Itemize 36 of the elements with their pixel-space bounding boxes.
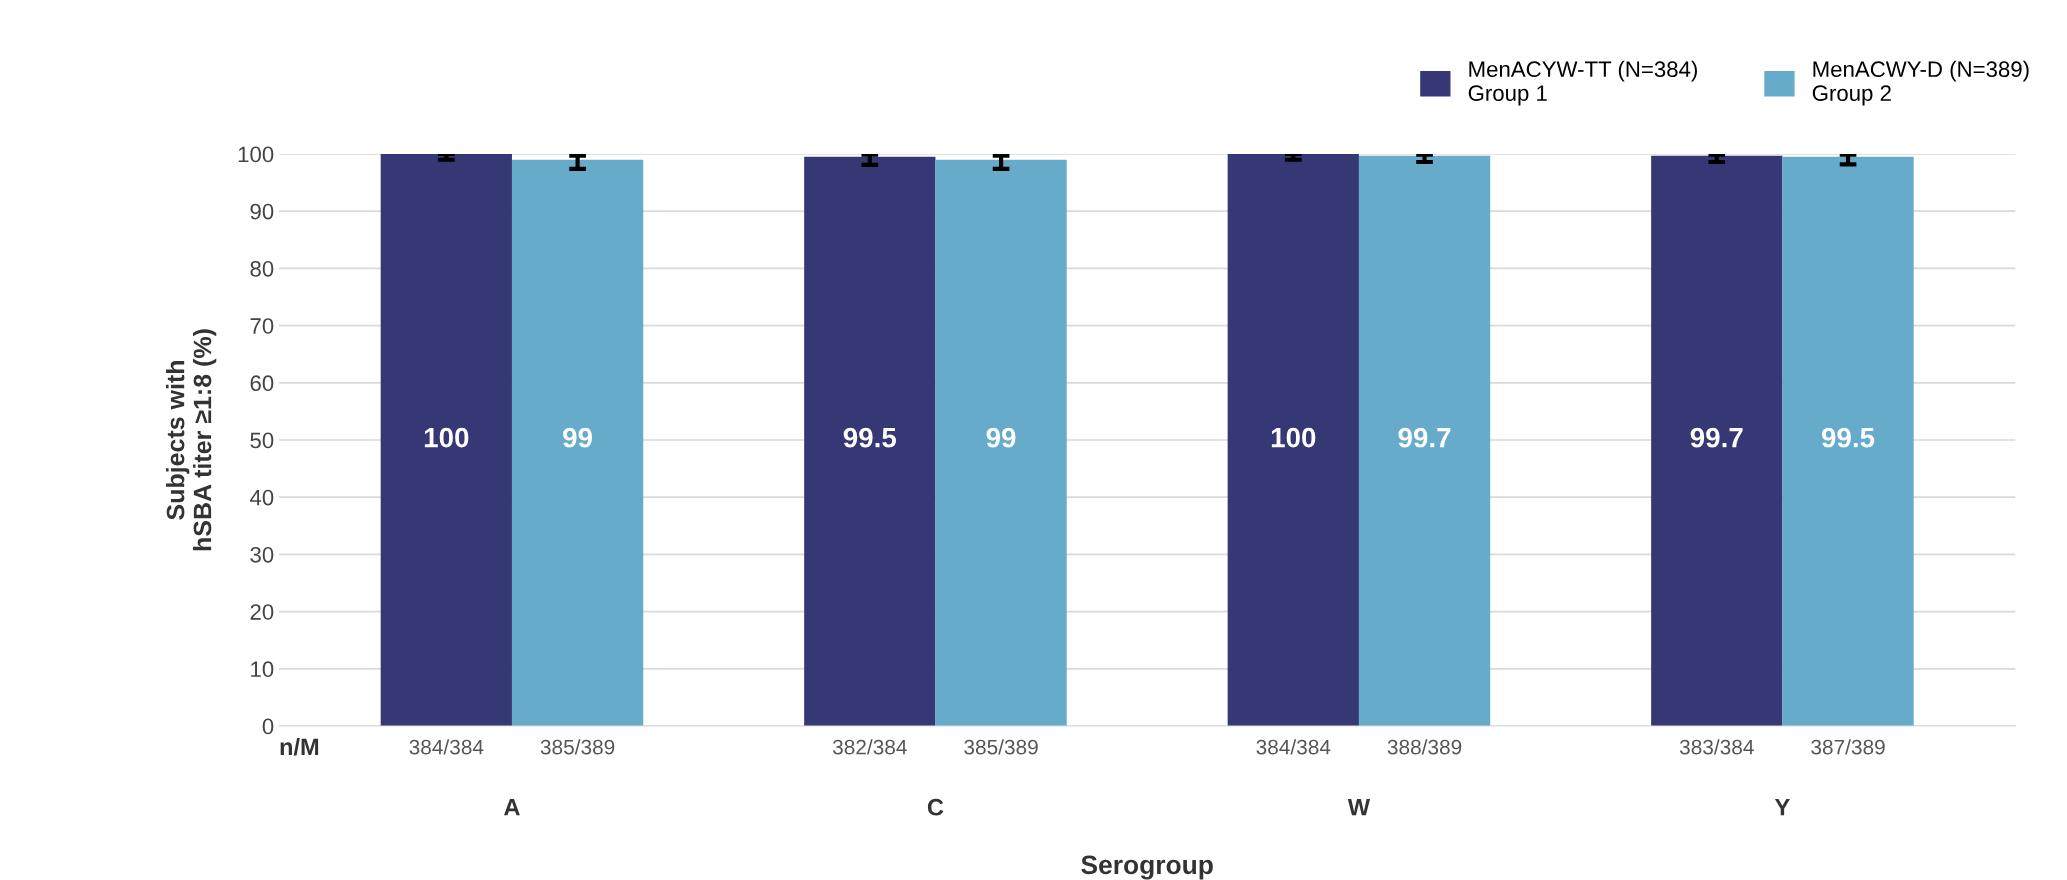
text: 387/389 <box>1811 739 1885 755</box>
y-tick-label: 60 <box>250 375 274 392</box>
text: 99.5 <box>843 427 897 448</box>
text: 100 <box>1271 427 1316 448</box>
x-axis-title: Serogroup <box>1081 855 1213 880</box>
y-tick-label: 80 <box>250 260 274 277</box>
text: 382/384 <box>832 739 907 755</box>
text: 99.5 <box>1821 427 1875 448</box>
text: 385/389 <box>540 739 615 755</box>
text: 99 <box>563 427 593 448</box>
x-tick-label: A <box>504 799 520 816</box>
text: 384/384 <box>1256 739 1331 755</box>
legend-label: MenACYW-TT (N=384) Group 1 <box>1468 60 1697 106</box>
x-tick-label: W <box>1347 799 1371 816</box>
text: 100 <box>424 427 469 448</box>
y-tick-label: 20 <box>250 604 274 620</box>
y-tick-label: 70 <box>250 318 274 334</box>
y-tick-label: 10 <box>251 661 274 678</box>
legend-label: MenACWY-D (N=389) Group 2 <box>1812 60 2029 106</box>
x-tick-label: C <box>927 798 944 816</box>
y-axis-title: Subjects with hSBA titer ≥1:8 (%) <box>166 329 217 551</box>
text: 388/389 <box>1387 739 1462 755</box>
text: n/M <box>280 737 319 756</box>
text: 99.7 <box>1398 427 1451 448</box>
y-tick-label: 30 <box>250 546 274 563</box>
text: 383/384 <box>1679 739 1754 755</box>
y-tick-label: 40 <box>249 489 274 506</box>
y-tick-label: 0 <box>262 718 274 735</box>
text: 99 <box>986 427 1016 448</box>
y-tick-label: 50 <box>250 432 274 449</box>
x-tick-label: Y <box>1774 799 1790 816</box>
text: 99.7 <box>1690 427 1743 448</box>
text: 384/384 <box>409 739 484 755</box>
text: 385/389 <box>964 739 1038 755</box>
y-tick-label: 100 <box>238 146 274 163</box>
y-tick-label: 90 <box>250 203 274 220</box>
